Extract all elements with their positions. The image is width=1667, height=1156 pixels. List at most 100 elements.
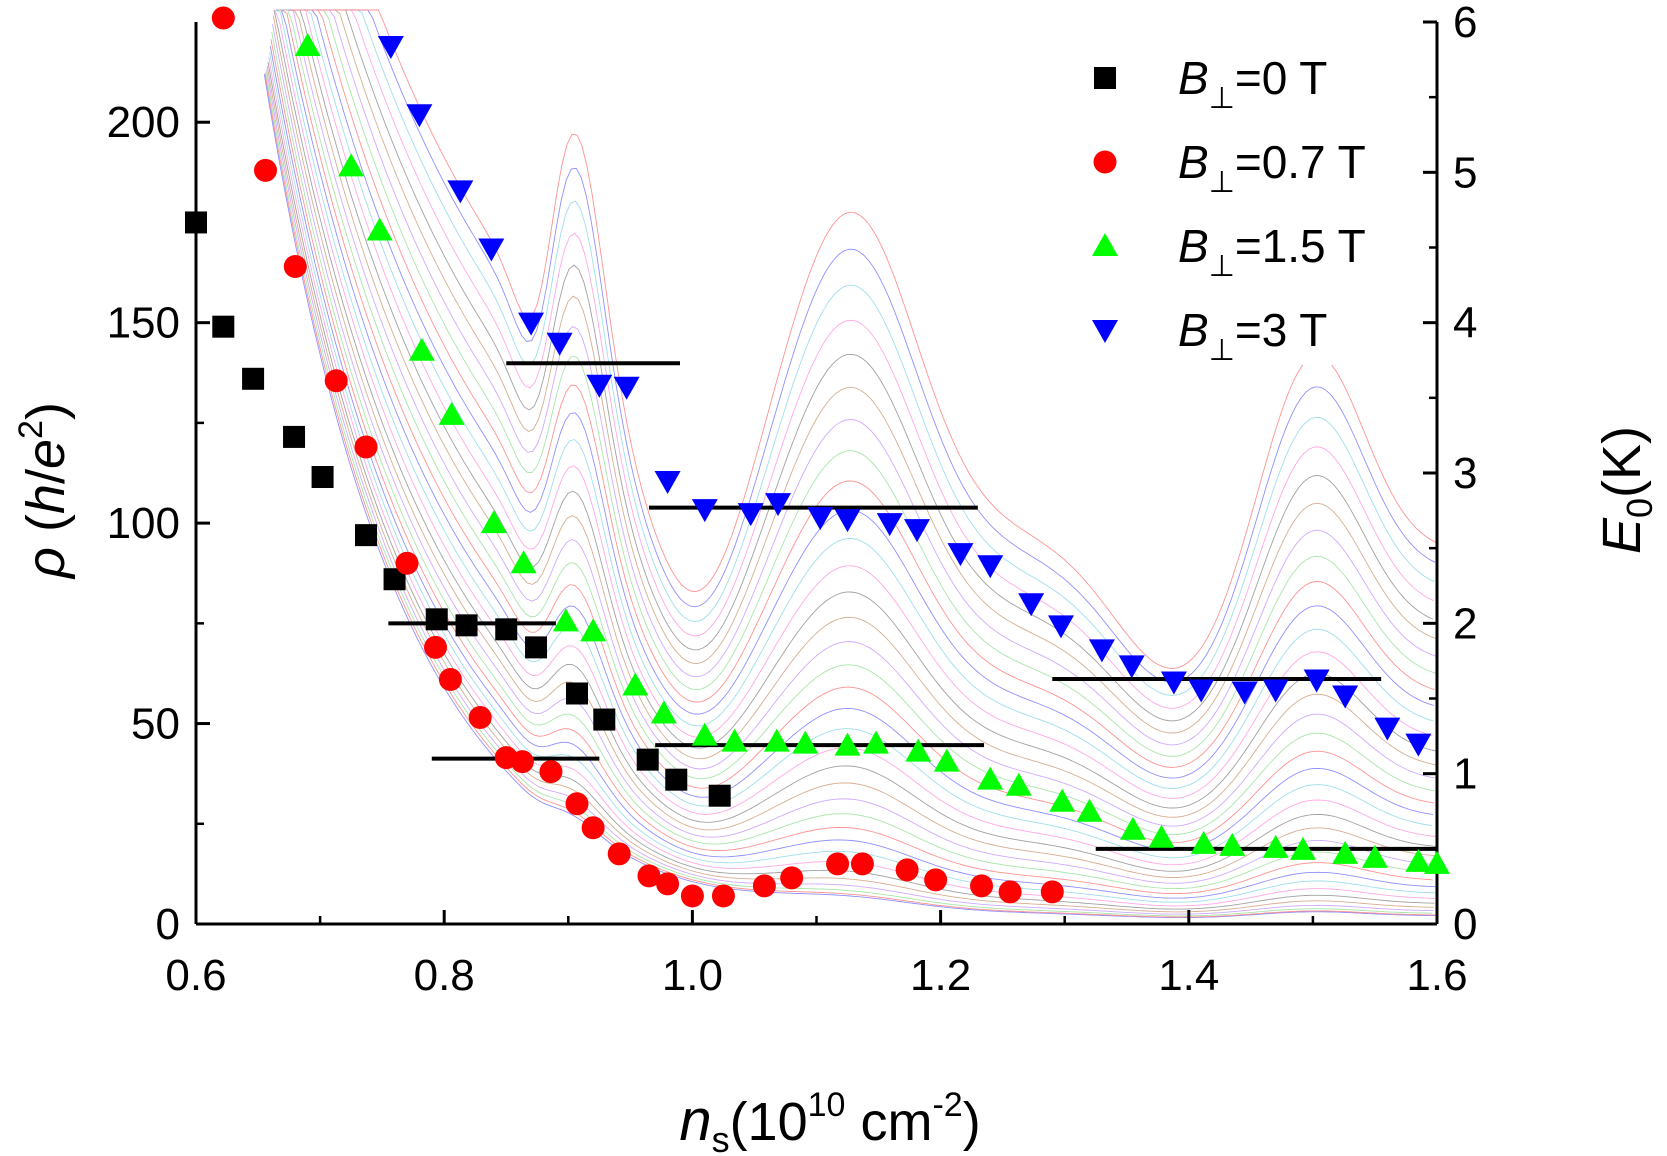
x-tick-label: 1.0: [662, 951, 723, 1000]
data-point: [863, 730, 890, 754]
legend-label: B⊥=0.7 T: [1178, 136, 1366, 199]
y-axis-title: ρ (h/e2): [12, 402, 76, 580]
y2-tick-label: 6: [1453, 0, 1477, 47]
y2-axis-title: E0(K): [1592, 426, 1660, 554]
data-point: [438, 401, 465, 425]
legend-label: B⊥=0 T: [1178, 52, 1327, 115]
data-point: [850, 852, 874, 876]
x-axis-title: ns(1010 cm-2): [679, 1086, 980, 1156]
data-point: [1088, 639, 1115, 663]
background-trace: [281, 9, 1434, 789]
data-point: [581, 816, 605, 840]
background-trace: [286, 9, 1433, 722]
background-trace: [272, 15, 1435, 878]
data-point: [765, 493, 792, 517]
data-point: [680, 884, 704, 908]
data-point: [876, 513, 903, 537]
data-point: [455, 614, 478, 637]
data-point: [294, 33, 321, 57]
data-point: [665, 768, 688, 791]
data-point: [1303, 669, 1330, 693]
data-point: [1076, 798, 1103, 822]
x-tick-label: 1.2: [910, 951, 971, 1000]
background-trace: [288, 9, 1436, 683]
data-point: [408, 337, 435, 361]
data-point: [905, 738, 932, 762]
data-point: [424, 635, 448, 659]
data-point: [637, 864, 661, 888]
data-point: [752, 874, 776, 898]
data-point: [904, 519, 931, 543]
data-point: [807, 507, 834, 531]
background-trace: [279, 9, 1436, 818]
background-trace: [280, 9, 1433, 799]
data-point: [1049, 788, 1076, 812]
data-point: [354, 435, 378, 459]
background-trace: [286, 9, 1434, 709]
y-tick-label: 50: [131, 700, 180, 749]
data-point: [977, 555, 1004, 579]
data-point: [1424, 850, 1450, 874]
y2-tick-label: 3: [1453, 449, 1477, 498]
data-point: [253, 158, 277, 182]
data-point: [580, 618, 607, 642]
data-point: [834, 732, 861, 756]
data-point: [1005, 772, 1032, 796]
data-point: [311, 466, 334, 489]
y-tick-label: 150: [107, 299, 180, 348]
background-trace: [276, 9, 1433, 851]
data-point: [1405, 733, 1432, 757]
background-trace: [287, 9, 1435, 696]
data-point: [1047, 615, 1074, 639]
data-point: [338, 153, 365, 177]
data-point: [510, 750, 534, 774]
data-point: [970, 874, 994, 898]
background-trace: [269, 51, 1437, 903]
data-point: [737, 503, 764, 527]
data-point: [947, 543, 974, 567]
data-point: [622, 672, 649, 696]
y2-tick-label: 2: [1453, 599, 1477, 648]
data-point: [763, 728, 790, 752]
data-point: [1374, 717, 1401, 741]
data-point: [654, 471, 681, 495]
data-point: [425, 608, 448, 631]
data-point: [495, 618, 518, 641]
data-point: [395, 551, 419, 575]
background-trace: [284, 9, 1437, 746]
data-point: [826, 852, 850, 876]
background-trace: [278, 9, 1436, 827]
background-trace: [266, 65, 1434, 913]
background-trace: [283, 9, 1436, 757]
data-point: [211, 6, 235, 30]
data-point: [406, 104, 433, 128]
background-trace: [289, 9, 1437, 669]
data-point: [1118, 655, 1145, 679]
data-point: [1361, 844, 1388, 868]
data-point: [708, 784, 731, 807]
data-point: [1219, 832, 1246, 856]
data-point: [185, 211, 207, 234]
data-point: [1262, 679, 1289, 703]
legend-marker: [1093, 150, 1117, 174]
background-trace: [275, 9, 1433, 859]
background-trace: [263, 74, 1436, 919]
data-point: [539, 760, 563, 784]
background-trace: [280, 9, 1437, 809]
background-trace: [270, 39, 1433, 895]
data-point: [242, 367, 265, 390]
data-point: [1332, 685, 1359, 709]
legend-marker: [1092, 233, 1118, 256]
data-point: [1231, 681, 1258, 705]
data-point: [565, 792, 589, 816]
x-tick-label: 0.6: [165, 951, 226, 1000]
x-tick-label: 0.8: [414, 951, 475, 1000]
legend-marker: [1092, 320, 1118, 343]
data-points: [185, 6, 1450, 908]
data-point: [1188, 679, 1215, 703]
data-point: [792, 730, 819, 754]
data-point: [586, 374, 613, 398]
data-point: [1262, 834, 1289, 858]
data-point: [1119, 816, 1146, 840]
